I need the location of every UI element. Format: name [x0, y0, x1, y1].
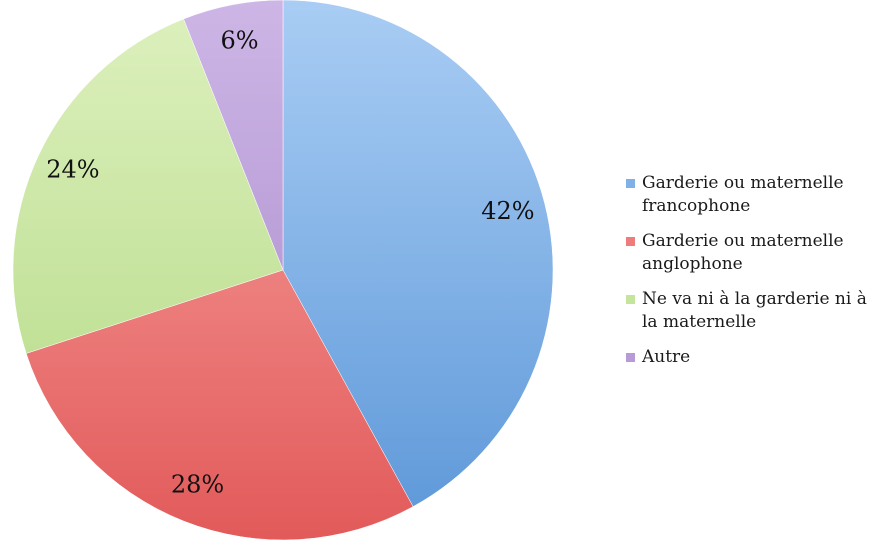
legend-item-autre: Autre [626, 346, 876, 369]
pie-slice-francophone [282, 0, 554, 507]
data-label-autre: 6% [220, 26, 258, 54]
legend-item-none: Ne va ni à la garderie ni à la maternell… [626, 288, 876, 334]
legend-item-francophone: Garderie ou maternelle francophone [626, 172, 876, 218]
data-label-anglophone: 28% [171, 470, 224, 498]
pie-slices [12, 0, 554, 541]
chart-legend: Garderie ou maternelle francophone Garde… [626, 172, 876, 381]
legend-label-none: Ne va ni à la garderie ni à la maternell… [642, 289, 867, 332]
pie-data-labels: 42% 28% 24% 6% [46, 26, 534, 498]
legend-label-francophone: Garderie ou maternelle francophone [642, 173, 844, 216]
legend-swatch-anglophone [626, 237, 635, 246]
legend-label-anglophone: Garderie ou maternelle anglophone [642, 231, 844, 274]
data-label-francophone: 42% [481, 197, 534, 225]
pie-slice-anglophone [25, 269, 414, 541]
data-label-none: 24% [46, 156, 99, 184]
legend-swatch-francophone [626, 179, 635, 188]
legend-label-autre: Autre [642, 347, 691, 367]
legend-item-anglophone: Garderie ou maternelle anglophone [626, 230, 876, 276]
legend-swatch-none [626, 295, 635, 304]
legend-swatch-autre [626, 353, 635, 362]
pie-slice-none [12, 18, 284, 354]
pie-slice-autre [183, 0, 284, 271]
